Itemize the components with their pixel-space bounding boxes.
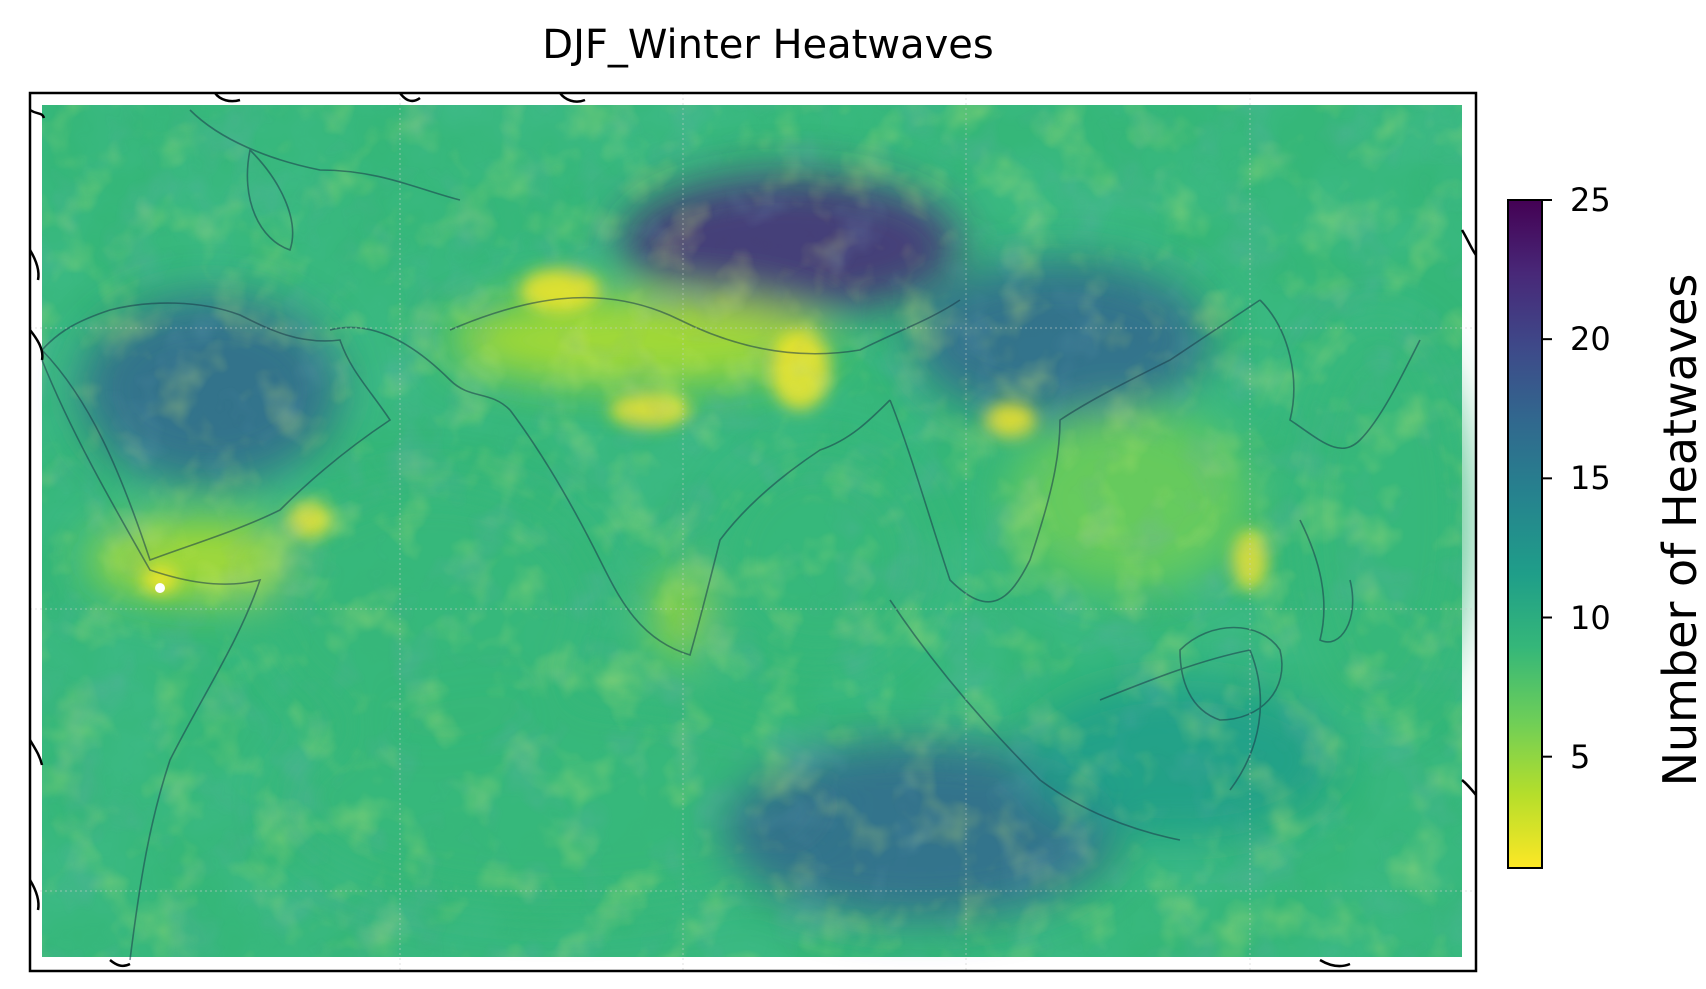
map-frame [28,91,1478,973]
margin-coastlines [28,92,1478,968]
gridlines [30,93,1476,971]
heatmap-field [30,93,1476,971]
colorbar-tick-label: 15 [1570,459,1611,498]
colorbar-label: Number of Heatwaves [1653,273,1706,787]
colorbar-tick-label: 10 [1570,598,1611,637]
map-title: DJF_Winter Heatwaves [542,22,994,68]
colorbar-gradient [1507,199,1543,869]
colorbar [1507,199,1552,869]
missing-data-point [155,583,165,593]
colorbar-tick-label: 25 [1570,181,1611,219]
colorbar-tick-label: 5 [1570,737,1591,776]
colorbar-tick-label: 20 [1570,320,1611,359]
